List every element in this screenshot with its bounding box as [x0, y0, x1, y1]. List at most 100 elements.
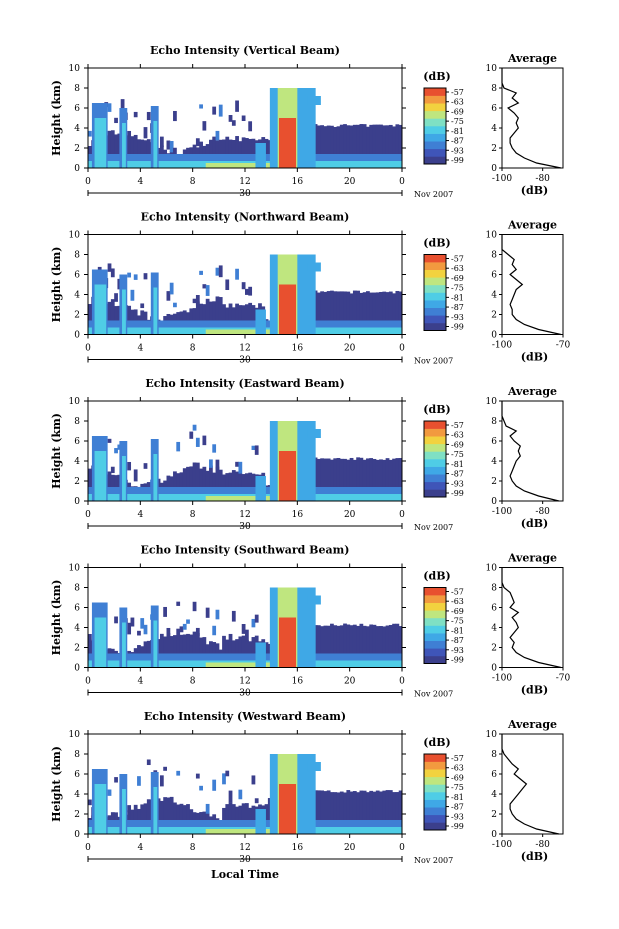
colorbar-swatch [424, 489, 446, 498]
echo-patch [163, 606, 167, 617]
y-tick-label: 0 [74, 497, 80, 507]
echo-layer-cell [235, 136, 239, 168]
echo-layer-cell [382, 459, 387, 501]
echo-layer-cell [316, 625, 321, 668]
profile-x-tick-label: -100 [492, 674, 512, 684]
colorbar-swatch [424, 269, 446, 278]
colorbar-unit: (dB) [423, 70, 450, 83]
echo-layer-cell [333, 291, 338, 335]
y-tick-label: 8 [74, 84, 80, 94]
echo-layer-cell [192, 631, 197, 668]
echo-layer-cell [372, 791, 377, 834]
colorbar-swatch [424, 421, 446, 429]
echo-layer-cell [352, 290, 357, 335]
echo-layer-cell [231, 470, 236, 501]
y-tick-label: 8 [74, 251, 80, 261]
echo-layer-cell [205, 298, 210, 335]
echo-anvil [307, 96, 321, 105]
echo-patch [254, 614, 259, 623]
echo-layer-cell [339, 791, 344, 834]
echo-layer-cell [382, 790, 387, 834]
colorbar-swatch [424, 307, 446, 316]
echo-layer-cell [385, 458, 390, 501]
profile-frame [501, 67, 564, 169]
echo-patch [195, 138, 200, 147]
colorbar-tick-label: -99 [451, 489, 464, 498]
echo-layer-cell [251, 138, 256, 168]
echo-layer-cell [366, 792, 370, 834]
echo-layer-cell [333, 458, 338, 501]
y-axis-label: Height (km) [50, 247, 63, 323]
echo-layer-cell [231, 804, 236, 834]
echo-layer-cell [159, 633, 164, 668]
echo-layer-cell [173, 802, 177, 834]
echo-layer-cell [339, 291, 344, 335]
x-axis-title: Local Time [211, 868, 279, 881]
echo-layer-cell [359, 124, 364, 168]
colorbar-tick-label: -75 [451, 617, 464, 626]
echo-layer-cell [140, 804, 145, 834]
echo-layer-cell [195, 462, 200, 501]
x-tick-label: 12 [239, 177, 250, 187]
y-tick-label: 8 [74, 417, 80, 427]
echo-layer-cell [330, 290, 334, 335]
echo-core-inner [279, 118, 297, 168]
colorbar-tick-label: -87 [451, 636, 464, 645]
echo-patch [228, 790, 233, 803]
echo-layer-cell [316, 292, 321, 335]
colorbar-tick-label: -93 [451, 479, 464, 488]
echo-layer-cell [336, 291, 341, 335]
profile-y-tick-label: 2 [491, 144, 497, 154]
echo-heatmap [88, 88, 403, 168]
echo-layer-cell [179, 803, 184, 834]
profile-unit: (dB) [521, 850, 548, 863]
echo-layer-cell [398, 790, 403, 834]
echo-patch [251, 618, 256, 628]
echo-layer-cell [143, 803, 148, 834]
colorbar-tick-label: -93 [451, 313, 464, 322]
echo-layer-cell [320, 790, 324, 834]
echo-layer-cell [392, 126, 396, 168]
profile-unit: (dB) [521, 184, 548, 197]
colorbar-swatch [424, 277, 446, 286]
echo-layer-cell [209, 139, 213, 168]
chart-panel-3: Echo Intensity (Eastward Beam) 0 2 4 6 8 10 Hei… [50, 377, 564, 532]
echo-layer-cell [88, 303, 92, 335]
echo-layer-cell [395, 458, 400, 501]
echo-patch [130, 617, 135, 627]
profile-y-tick-label: 2 [491, 644, 497, 654]
y-tick-label: 6 [74, 437, 80, 447]
echo-heatmap [88, 587, 403, 668]
x-tick-label: 4 [137, 843, 143, 853]
y-tick-label: 4 [74, 124, 80, 134]
profile-y-tick-label: 10 [486, 64, 498, 74]
echo-patch [231, 610, 236, 622]
echo-layer-cell [248, 138, 253, 168]
profile-line [501, 734, 560, 835]
echo-layer-cell [186, 633, 190, 668]
echo-patch [251, 775, 256, 785]
profile-line [501, 68, 562, 169]
date-month-label: Nov 2007 [414, 190, 453, 199]
echo-layer-cell [375, 790, 380, 834]
echo-layer-cell [346, 459, 351, 501]
colorbar-tick-label: -93 [451, 812, 464, 821]
profile-title: Average [507, 52, 557, 65]
echo-layer-cell [333, 792, 338, 834]
echo-layer-cell [176, 628, 181, 668]
echo-patch [205, 285, 210, 296]
colorbar-swatch [424, 141, 446, 150]
echo-patch [163, 766, 167, 771]
echo-layer-cell [228, 303, 233, 335]
colorbar-swatch [424, 459, 446, 467]
echo-layer-cell [241, 635, 246, 668]
colorbar-swatch [424, 481, 446, 490]
x-tick-label: 8 [190, 177, 196, 187]
colorbar-unit: (dB) [423, 237, 450, 250]
echo-layer-cell [330, 623, 334, 668]
x-tick-label: 12 [239, 344, 250, 354]
echo-layer-cell [395, 290, 400, 335]
echo-anvil [307, 429, 321, 438]
echo-layer-cell [199, 637, 203, 668]
colorbar-swatch [424, 814, 446, 823]
